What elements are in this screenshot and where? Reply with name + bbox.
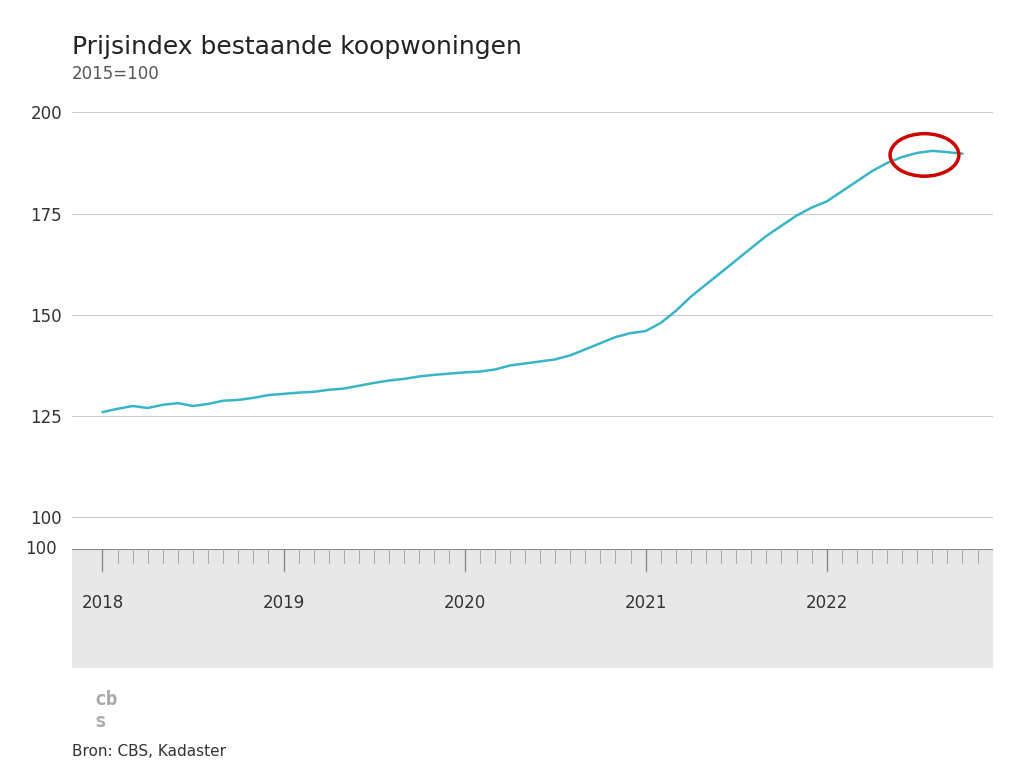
- Text: 2021: 2021: [625, 594, 667, 611]
- Text: 2019: 2019: [262, 594, 305, 611]
- Text: 2020: 2020: [443, 594, 485, 611]
- Text: 2015=100: 2015=100: [72, 65, 160, 83]
- Text: Bron: CBS, Kadaster: Bron: CBS, Kadaster: [72, 743, 225, 759]
- Text: 2022: 2022: [806, 594, 848, 611]
- Text: 100: 100: [26, 540, 57, 558]
- Text: 2018: 2018: [81, 594, 124, 611]
- Text: Prijsindex bestaande koopwoningen: Prijsindex bestaande koopwoningen: [72, 35, 521, 58]
- Text: cb
s: cb s: [94, 690, 118, 731]
